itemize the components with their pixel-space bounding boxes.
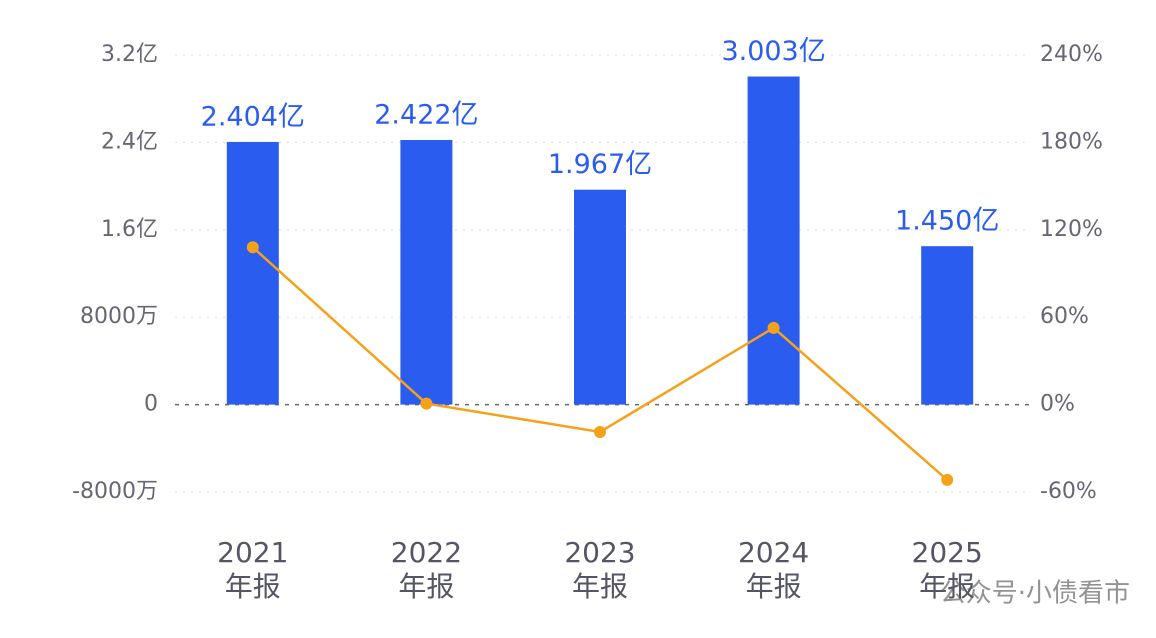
y-tick-label: 1.6亿 xyxy=(101,217,158,242)
value-label: 3.003亿 xyxy=(721,36,825,67)
bar xyxy=(921,246,974,405)
y-tick-label: 2.4亿 xyxy=(101,129,158,154)
value-label: 2.404亿 xyxy=(201,101,305,132)
bar xyxy=(747,76,800,405)
value-label: 2.422亿 xyxy=(374,99,478,130)
x-tick-label: 2025 年报 xyxy=(911,536,983,603)
bar xyxy=(226,141,279,405)
watermark: 公众号·小债看市 xyxy=(940,579,1130,609)
bar xyxy=(574,189,626,405)
y2-tick-label: 120% xyxy=(1040,217,1103,242)
bar xyxy=(400,139,453,405)
line-point xyxy=(420,397,433,410)
y-tick-label: -8000万 xyxy=(72,479,158,504)
y2-tick-label: 60% xyxy=(1040,304,1089,329)
y-tick-label: 0 xyxy=(144,392,158,417)
line-point xyxy=(594,425,606,438)
y2-tick-label: -60% xyxy=(1040,479,1097,504)
y-tick-label: 3.2亿 xyxy=(101,42,158,67)
line-point xyxy=(941,473,954,486)
x-tick-label: 2023 年报 xyxy=(564,536,636,603)
line-point xyxy=(246,241,259,254)
value-label: 1.450亿 xyxy=(895,206,999,237)
x-tick-label: 2024 年报 xyxy=(737,536,810,603)
y2-tick-label: 0% xyxy=(1040,392,1075,417)
value-label: 1.967亿 xyxy=(548,149,652,180)
y-tick-label: 8000万 xyxy=(80,304,158,329)
y2-tick-label: 240% xyxy=(1040,42,1103,67)
y2-tick-label: 180% xyxy=(1040,129,1103,154)
x-tick-label: 2022 年报 xyxy=(390,536,463,603)
line-point xyxy=(767,321,780,334)
x-tick-label: 2021 年报 xyxy=(217,536,289,603)
